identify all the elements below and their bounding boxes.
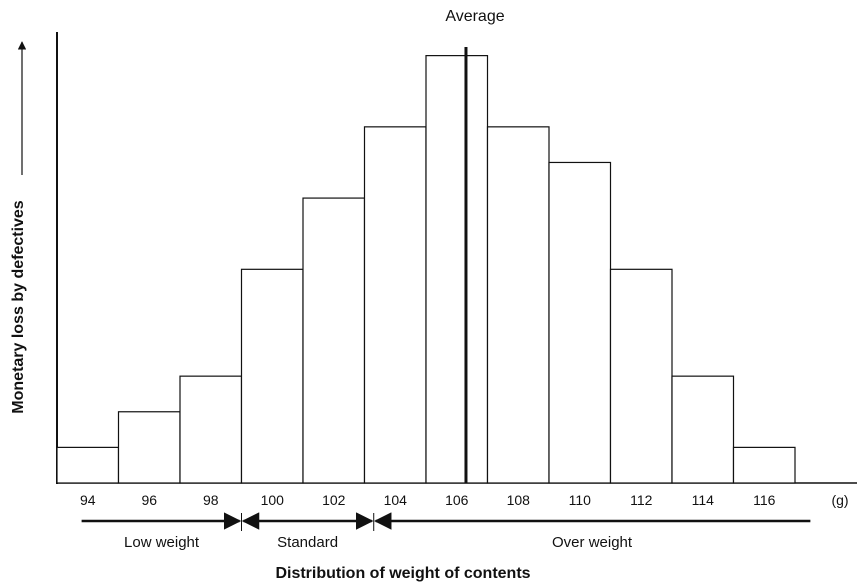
x-tick-label: 116	[753, 492, 776, 508]
x-tick-label: 104	[384, 492, 408, 508]
region-label: Low weight	[124, 534, 200, 551]
x-tick-label: 96	[141, 492, 157, 508]
x-tick-label: 110	[569, 492, 592, 508]
bar-116	[732, 446, 796, 484]
bar-98	[179, 375, 243, 484]
weight-regions: Low weight Standard Over weight	[81, 512, 811, 551]
x-tick-label: 102	[322, 492, 346, 508]
region-label: Over weight	[552, 534, 633, 551]
x-tick-label: 106	[445, 492, 469, 508]
x-tick-label: 108	[507, 492, 531, 508]
x-tick-label: 100	[261, 492, 285, 508]
bar-112	[609, 268, 673, 484]
bar-108	[486, 126, 550, 484]
x-tick-label: 94	[80, 492, 96, 508]
x-tick-labels: 94 96 98 100 102 104 106 108 110 112 114 116	[80, 492, 776, 508]
bar-114	[671, 375, 735, 484]
y-axis-label: Monetary loss by defectives	[10, 200, 27, 414]
average-label: Average	[445, 8, 504, 25]
bar-96	[117, 411, 181, 484]
bar-110	[548, 161, 612, 484]
x-unit-label: (g)	[831, 492, 848, 508]
x-tick-label: 114	[692, 492, 715, 508]
bars-group	[56, 55, 796, 484]
x-tick-label: 98	[203, 492, 219, 508]
bar-100	[240, 268, 304, 484]
bar-104	[363, 126, 427, 484]
bar-94	[56, 446, 120, 484]
region-label: Standard	[277, 534, 338, 551]
bar-106	[425, 55, 489, 484]
bar-102	[302, 197, 366, 484]
x-axis-label: Distribution of weight of contents	[275, 565, 530, 582]
x-tick-label: 112	[630, 492, 653, 508]
